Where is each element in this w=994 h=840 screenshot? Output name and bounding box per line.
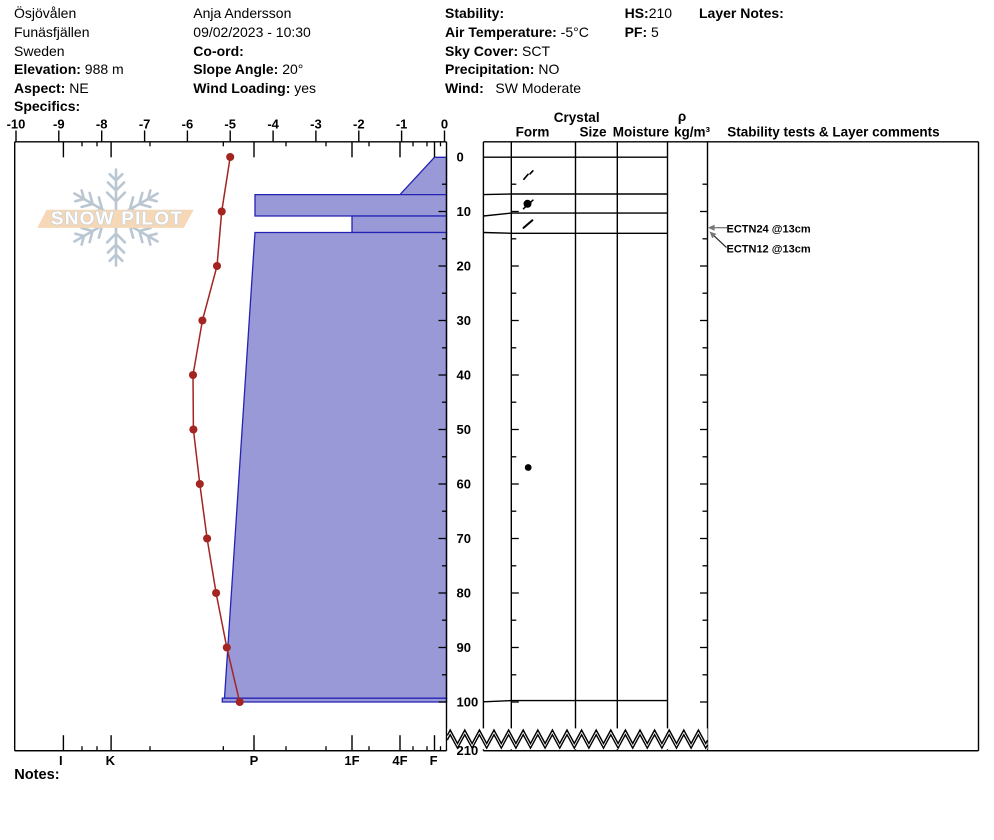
svg-text:Stability tests & Layer commen: Stability tests & Layer comments: [727, 125, 939, 140]
svg-text:Crystal: Crystal: [554, 110, 600, 125]
svg-text:-4: -4: [267, 117, 279, 132]
svg-text:210: 210: [457, 743, 479, 758]
svg-text:30: 30: [457, 313, 471, 328]
svg-text:-1: -1: [396, 117, 408, 132]
svg-text:ECTN12 @13cm: ECTN12 @13cm: [727, 243, 811, 255]
svg-text:Notes:: Notes:: [14, 767, 59, 783]
svg-text:90: 90: [457, 640, 471, 655]
svg-text:10: 10: [457, 204, 471, 219]
svg-text:50: 50: [457, 422, 471, 437]
svg-text:1F: 1F: [344, 753, 359, 768]
svg-text:80: 80: [457, 586, 471, 601]
svg-text:100: 100: [457, 695, 479, 710]
svg-text:0: 0: [457, 150, 464, 165]
svg-text:-5: -5: [224, 117, 236, 132]
svg-text:P: P: [250, 753, 259, 768]
svg-text:-9: -9: [53, 117, 65, 132]
svg-text:ECTN24 @13cm: ECTN24 @13cm: [727, 223, 811, 235]
svg-text:60: 60: [457, 477, 471, 492]
svg-text:-3: -3: [310, 117, 322, 132]
svg-text:-6: -6: [182, 117, 194, 132]
svg-text:20: 20: [457, 259, 471, 274]
svg-text:K: K: [106, 753, 116, 768]
svg-text:SNOW PILOT: SNOW PILOT: [51, 208, 183, 229]
svg-text:kg/m³: kg/m³: [674, 125, 711, 140]
svg-text:Form: Form: [516, 125, 550, 140]
svg-text:0: 0: [441, 117, 448, 132]
svg-text:-7: -7: [139, 117, 151, 132]
svg-text:Size: Size: [579, 125, 607, 140]
svg-text:I: I: [59, 753, 63, 768]
svg-text:-2: -2: [353, 117, 365, 132]
svg-text:F: F: [430, 753, 438, 768]
svg-text:ρ: ρ: [678, 109, 686, 124]
svg-text:70: 70: [457, 531, 471, 546]
svg-text:Moisture: Moisture: [613, 125, 670, 140]
svg-text:-10: -10: [7, 117, 26, 132]
svg-text:40: 40: [457, 368, 471, 383]
svg-text:-8: -8: [96, 117, 108, 132]
svg-text:4F: 4F: [392, 753, 407, 768]
